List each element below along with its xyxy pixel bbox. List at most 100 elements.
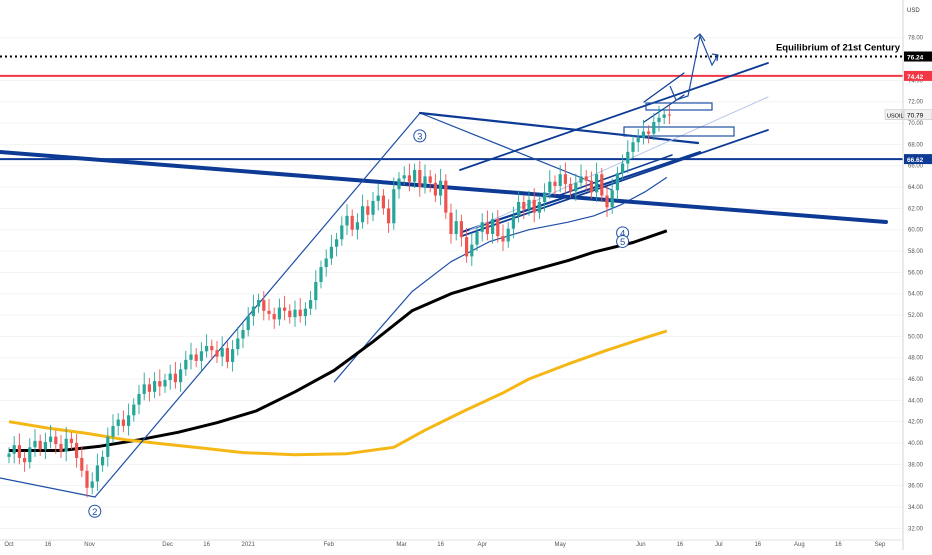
- price-tick-label: 38.00: [908, 462, 924, 468]
- wave-label-circle: [413, 129, 427, 143]
- candle-body: [194, 354, 198, 361]
- candle-body: [413, 169, 417, 182]
- candle-body: [340, 225, 344, 240]
- candle-body: [324, 258, 328, 268]
- candle-body: [387, 208, 391, 224]
- candle-body: [262, 300, 266, 311]
- channel-upper-line: [459, 62, 769, 171]
- candle-body: [158, 381, 162, 387]
- candle-body: [657, 117, 661, 122]
- candle-body: [527, 199, 531, 210]
- candle-body: [563, 174, 567, 184]
- candle-body: [49, 436, 53, 442]
- candle-body: [335, 239, 339, 247]
- time-tick-label: Feb: [324, 542, 335, 548]
- price-tick-label: 62.00: [908, 206, 924, 212]
- candle-body: [210, 345, 214, 351]
- candle-body: [631, 142, 635, 152]
- arrow-head: [711, 53, 719, 62]
- time-tick-label: 16: [203, 542, 210, 548]
- candle-body: [553, 181, 557, 186]
- candle-body: [652, 121, 656, 134]
- candle-body: [75, 443, 79, 458]
- candle-body: [90, 481, 94, 488]
- candle-body: [69, 438, 73, 444]
- candle-body: [246, 316, 250, 330]
- price-tick-label: 60.00: [908, 228, 924, 234]
- candle-body: [168, 373, 172, 381]
- candle-body: [33, 440, 37, 448]
- level-label: Equilibrium of 21st Century: [776, 43, 901, 54]
- candle-body: [621, 163, 625, 174]
- candle-body: [615, 173, 619, 191]
- candle-body: [475, 231, 479, 245]
- candle-body: [251, 306, 255, 317]
- price-tick-label: 50.00: [908, 334, 924, 340]
- long-term-trendline: [0, 150, 888, 224]
- candle-body: [241, 329, 245, 339]
- price-tick-label: 56.00: [908, 270, 924, 276]
- candle-body: [537, 201, 541, 213]
- candle-body: [662, 114, 666, 118]
- candle-body: [142, 384, 146, 394]
- wave-label-text: 3: [417, 131, 422, 142]
- candle-body: [605, 195, 609, 208]
- candle-body: [288, 310, 292, 318]
- moving-average-line: [8, 329, 668, 457]
- time-tick-label: May: [555, 542, 566, 548]
- price-tick-label: 72.00: [908, 100, 924, 106]
- candle-body: [220, 348, 224, 357]
- time-tick-label: Nov: [84, 542, 95, 548]
- candle-body: [485, 222, 489, 234]
- candle-body: [423, 176, 427, 188]
- time-tick-label: Oct: [4, 542, 14, 548]
- time-tick-label: Aug: [794, 542, 805, 548]
- candle-body: [137, 393, 141, 405]
- candle-body: [397, 178, 401, 190]
- candle-body: [647, 131, 651, 134]
- candle-body: [454, 221, 458, 234]
- price-tick-label: 78.00: [908, 36, 924, 42]
- candle-body: [480, 222, 484, 232]
- time-tick-label: 16: [835, 542, 842, 548]
- candle-body: [626, 151, 630, 164]
- level-price-text: 76.24: [907, 55, 924, 62]
- time-tick-label: 16: [754, 542, 761, 548]
- candle-body: [329, 246, 333, 259]
- triangle-upper-line: [418, 111, 700, 145]
- last-price-text: 70.79: [907, 113, 924, 120]
- candle-body: [543, 192, 547, 202]
- candle-body: [303, 308, 307, 317]
- time-tick-label: Sep: [875, 542, 886, 548]
- time-tick-label: Apr: [478, 542, 487, 548]
- candle-body: [179, 369, 183, 383]
- price-tick-label: 48.00: [908, 356, 924, 362]
- time-tick-label: Jul: [715, 542, 723, 548]
- price-tick-label: 46.00: [908, 377, 924, 383]
- candle-body: [465, 237, 469, 257]
- candle-body: [449, 212, 453, 234]
- candle-body: [106, 436, 110, 457]
- candle-body: [189, 354, 193, 360]
- candle-body: [101, 456, 105, 466]
- price-tick-label: 68.00: [908, 142, 924, 148]
- candle-body: [381, 195, 385, 209]
- candle-body: [64, 438, 68, 452]
- candle-body: [636, 137, 640, 143]
- wave-label-circle: [616, 234, 630, 248]
- price-axis-panel: [903, 0, 932, 550]
- arrow-head: [693, 33, 706, 42]
- candle-body: [610, 190, 614, 208]
- candle-body: [80, 457, 84, 471]
- candle-body: [641, 131, 645, 138]
- candle-body: [298, 309, 302, 317]
- price-tick-label: 70.00: [908, 121, 924, 127]
- candle-body: [54, 436, 58, 445]
- candle-body: [121, 419, 125, 426]
- candle-body: [7, 453, 11, 457]
- time-tick-label: Mar: [396, 542, 406, 548]
- candle-body: [376, 195, 380, 201]
- candle-body: [366, 206, 370, 215]
